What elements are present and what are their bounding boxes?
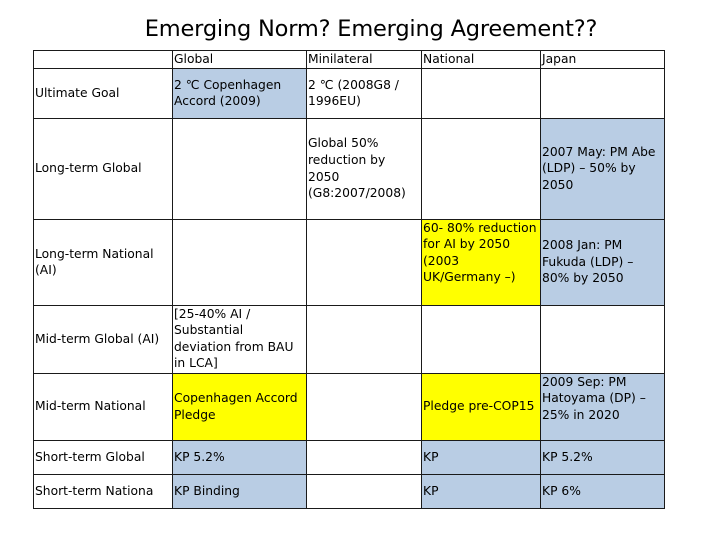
table-row-mid-term-global: Mid-term Global (AI) [25-40% AI / Substa…	[33, 304, 665, 374]
row-label: Mid-term Global (AI)	[33, 304, 173, 374]
cell-minilateral: 2 ℃ (2008G8 / 1996EU)	[306, 67, 422, 119]
cell-japan: KP 6%	[540, 473, 665, 509]
cell-japan	[540, 67, 665, 119]
cell-japan	[540, 304, 665, 374]
row-label: Long-term Global	[33, 117, 173, 220]
cell-japan: KP 5.2%	[540, 439, 665, 475]
row-label: Short-term Nationa	[33, 473, 173, 509]
cell-national	[421, 117, 541, 220]
cell-global	[172, 218, 307, 306]
cell-japan: 2009 Sep: PM Hatoyama (DP) – 25% in 2020	[540, 372, 665, 441]
header-row: Global Minilateral National Japan	[33, 50, 665, 69]
row-label: Ultimate Goal	[33, 67, 173, 119]
header-cell-minilateral: Minilateral	[306, 50, 422, 69]
table-row-long-term-national: Long-term National (AI) 60- 80% reductio…	[33, 218, 665, 306]
cell-minilateral	[306, 473, 422, 509]
cell-national: 60- 80% reduction for AI by 2050 (2003 U…	[421, 218, 541, 306]
header-cell-national: National	[421, 50, 541, 69]
cell-global: 2 ℃ Copenhagen Accord (2009)	[172, 67, 307, 119]
cell-global: KP Binding	[172, 473, 307, 509]
cell-global: [25-40% AI / Substantial deviation from …	[172, 304, 307, 374]
cell-minilateral	[306, 439, 422, 475]
row-label: Mid-term National	[33, 372, 173, 441]
cell-global	[172, 117, 307, 220]
table-row-short-term-national: Short-term Nationa KP Binding KP KP 6%	[33, 473, 665, 509]
table-row-short-term-global: Short-term Global KP 5.2% KP KP 5.2%	[33, 439, 665, 475]
cell-minilateral	[306, 218, 422, 306]
cell-national	[421, 304, 541, 374]
header-cell-empty	[33, 50, 173, 69]
slide-title: Emerging Norm? Emerging Agreement??	[144, 16, 598, 42]
table-row-ultimate-goal: Ultimate Goal 2 ℃ Copenhagen Accord (200…	[33, 67, 665, 119]
header-cell-japan: Japan	[540, 50, 665, 69]
cell-national: Pledge pre-COP15	[421, 372, 541, 441]
norm-agreement-table: Global Minilateral National Japan Ultima…	[33, 50, 665, 509]
cell-national: KP	[421, 473, 541, 509]
cell-national: KP	[421, 439, 541, 475]
cell-japan: 2008 Jan: PM Fukuda (LDP) – 80% by 2050	[540, 218, 665, 306]
cell-national	[421, 67, 541, 119]
cell-minilateral	[306, 372, 422, 441]
cell-minilateral	[306, 304, 422, 374]
cell-global: KP 5.2%	[172, 439, 307, 475]
cell-global: Copenhagen Accord Pledge	[172, 372, 307, 441]
row-label: Long-term National (AI)	[33, 218, 173, 306]
header-cell-global: Global	[172, 50, 307, 69]
cell-minilateral: Global 50% reduction by 2050 (G8:2007/20…	[306, 117, 422, 220]
cell-japan: 2007 May: PM Abe (LDP) – 50% by 2050	[540, 117, 665, 220]
table-row-mid-term-national: Mid-term National Copenhagen Accord Pled…	[33, 372, 665, 441]
table-row-long-term-global: Long-term Global Global 50% reduction by…	[33, 117, 665, 220]
row-label: Short-term Global	[33, 439, 173, 475]
